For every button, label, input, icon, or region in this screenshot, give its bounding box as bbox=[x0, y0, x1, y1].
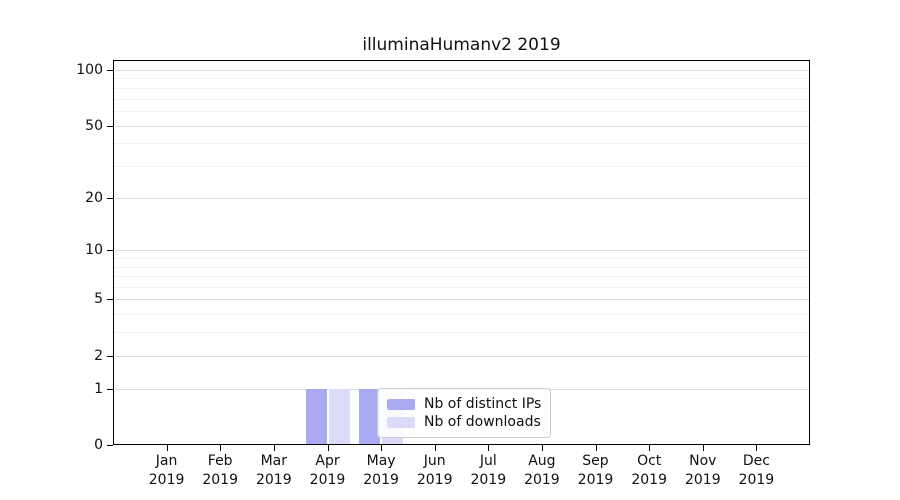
gridline-major bbox=[114, 250, 809, 252]
x-tick-label: Jul 2019 bbox=[456, 452, 520, 490]
bar-nb-of-distinct-ips-may-2019 bbox=[359, 388, 381, 445]
x-tick-label: Mar 2019 bbox=[242, 452, 306, 490]
gridline-minor bbox=[114, 276, 809, 277]
gridline-minor bbox=[114, 266, 809, 268]
x-axis-tick bbox=[381, 445, 383, 451]
y-tick-label: 0 bbox=[94, 437, 103, 453]
legend-row: Nb of downloads bbox=[387, 413, 541, 431]
x-tick-label: Aug 2019 bbox=[510, 452, 574, 490]
y-axis-tick bbox=[107, 388, 113, 390]
x-tick-label: Nov 2019 bbox=[671, 452, 735, 490]
x-axis-tick bbox=[273, 445, 275, 451]
x-axis-tick bbox=[220, 445, 222, 451]
gridline-major bbox=[114, 299, 809, 301]
x-axis-tick bbox=[434, 445, 436, 451]
y-tick-label: 2 bbox=[94, 347, 103, 364]
gridline-major bbox=[114, 125, 809, 127]
x-tick-label-line: 2019 bbox=[255, 472, 292, 488]
x-axis-tick bbox=[541, 445, 543, 451]
y-axis-tick bbox=[107, 299, 113, 301]
x-tick-label-line: 2019 bbox=[577, 472, 614, 488]
y-tick-label: 50 bbox=[85, 117, 103, 134]
gridline-major bbox=[114, 355, 809, 357]
legend-swatch bbox=[387, 416, 415, 428]
x-tick-label-line: Jan bbox=[155, 453, 178, 469]
y-axis-tick bbox=[107, 250, 113, 252]
x-tick-label-line: 2019 bbox=[416, 472, 453, 488]
x-tick-label: Feb 2019 bbox=[188, 452, 252, 490]
gridline-major bbox=[114, 70, 809, 71]
legend: Nb of distinct IPs Nb of downloads bbox=[377, 388, 552, 438]
y-tick-label: 10 bbox=[85, 242, 103, 259]
legend-swatch bbox=[387, 398, 415, 410]
gridline-minor bbox=[114, 166, 809, 167]
x-tick-label-line: 2019 bbox=[524, 472, 560, 488]
y-tick-label: 20 bbox=[85, 189, 103, 206]
x-tick-label-line: Sep bbox=[582, 453, 609, 469]
x-axis-tick bbox=[595, 445, 597, 451]
bar-nb-of-distinct-ips-apr-2019 bbox=[305, 388, 327, 445]
x-axis-tick bbox=[702, 445, 704, 451]
chart-title: illuminaHumanv2 2019 bbox=[362, 35, 561, 55]
legend-label: Nb of distinct IPs bbox=[424, 396, 542, 412]
x-axis-tick bbox=[488, 445, 490, 451]
x-tick-label-line: Nov bbox=[689, 453, 717, 469]
gridline-minor bbox=[114, 143, 809, 145]
legend-row: Nb of distinct IPs bbox=[387, 395, 541, 413]
x-tick-label: Jun 2019 bbox=[403, 452, 467, 490]
y-tick-label: 100 bbox=[76, 62, 103, 78]
x-tick-label-line: 2019 bbox=[202, 472, 238, 488]
x-tick-label-line: Oct bbox=[637, 453, 662, 469]
y-axis-tick bbox=[107, 445, 113, 446]
x-tick-label-line: 2019 bbox=[470, 472, 507, 488]
gridline-major bbox=[114, 197, 809, 199]
x-tick-label-line: 2019 bbox=[148, 472, 185, 488]
gridline-minor bbox=[114, 314, 809, 316]
y-tick-label: 1 bbox=[94, 380, 103, 397]
x-tick-label-line: Feb bbox=[207, 453, 233, 469]
x-tick-label-line: 2019 bbox=[309, 472, 346, 488]
gridline-minor bbox=[114, 87, 809, 89]
x-tick-label: Oct 2019 bbox=[617, 452, 681, 490]
x-axis-tick bbox=[327, 445, 329, 451]
x-tick-label-line: Dec bbox=[742, 453, 770, 469]
y-tick-label: 5 bbox=[94, 291, 103, 308]
x-tick-label-line: May bbox=[366, 453, 396, 469]
gridline-minor bbox=[114, 257, 809, 259]
x-tick-label: Dec 2019 bbox=[724, 452, 788, 490]
x-tick-label: May 2019 bbox=[349, 452, 413, 490]
x-tick-label: Sep 2019 bbox=[564, 452, 628, 490]
x-axis-tick bbox=[649, 445, 651, 451]
x-tick-label-line: 2019 bbox=[738, 472, 775, 488]
x-tick-label-line: Mar bbox=[260, 453, 287, 469]
x-tick-label: Apr 2019 bbox=[296, 452, 360, 490]
x-axis-tick bbox=[756, 445, 758, 451]
y-axis-tick bbox=[107, 197, 113, 199]
gridline-minor bbox=[114, 111, 809, 112]
x-tick-label-line: Jun bbox=[423, 453, 446, 469]
legend-label: Nb of downloads bbox=[424, 414, 541, 430]
x-tick-label-line: 2019 bbox=[631, 472, 667, 488]
x-tick-label-line: 2019 bbox=[684, 472, 721, 488]
x-axis-tick bbox=[166, 445, 168, 451]
gridline-minor bbox=[114, 98, 809, 100]
x-tick-label-line: 2019 bbox=[363, 472, 399, 488]
gridline-minor bbox=[114, 78, 809, 80]
x-tick-label-line: Aug bbox=[528, 453, 556, 469]
x-tick-label-line: Jul bbox=[479, 453, 497, 469]
y-axis-tick bbox=[107, 125, 113, 127]
y-axis-tick bbox=[107, 70, 113, 71]
gridline-minor bbox=[114, 332, 809, 334]
bar-nb-of-downloads-apr-2019 bbox=[328, 388, 350, 445]
y-axis-tick bbox=[107, 355, 113, 357]
gridline-minor bbox=[114, 286, 809, 288]
x-tick-label-line: Apr bbox=[315, 453, 340, 469]
x-tick-label: Jan 2019 bbox=[135, 452, 199, 490]
